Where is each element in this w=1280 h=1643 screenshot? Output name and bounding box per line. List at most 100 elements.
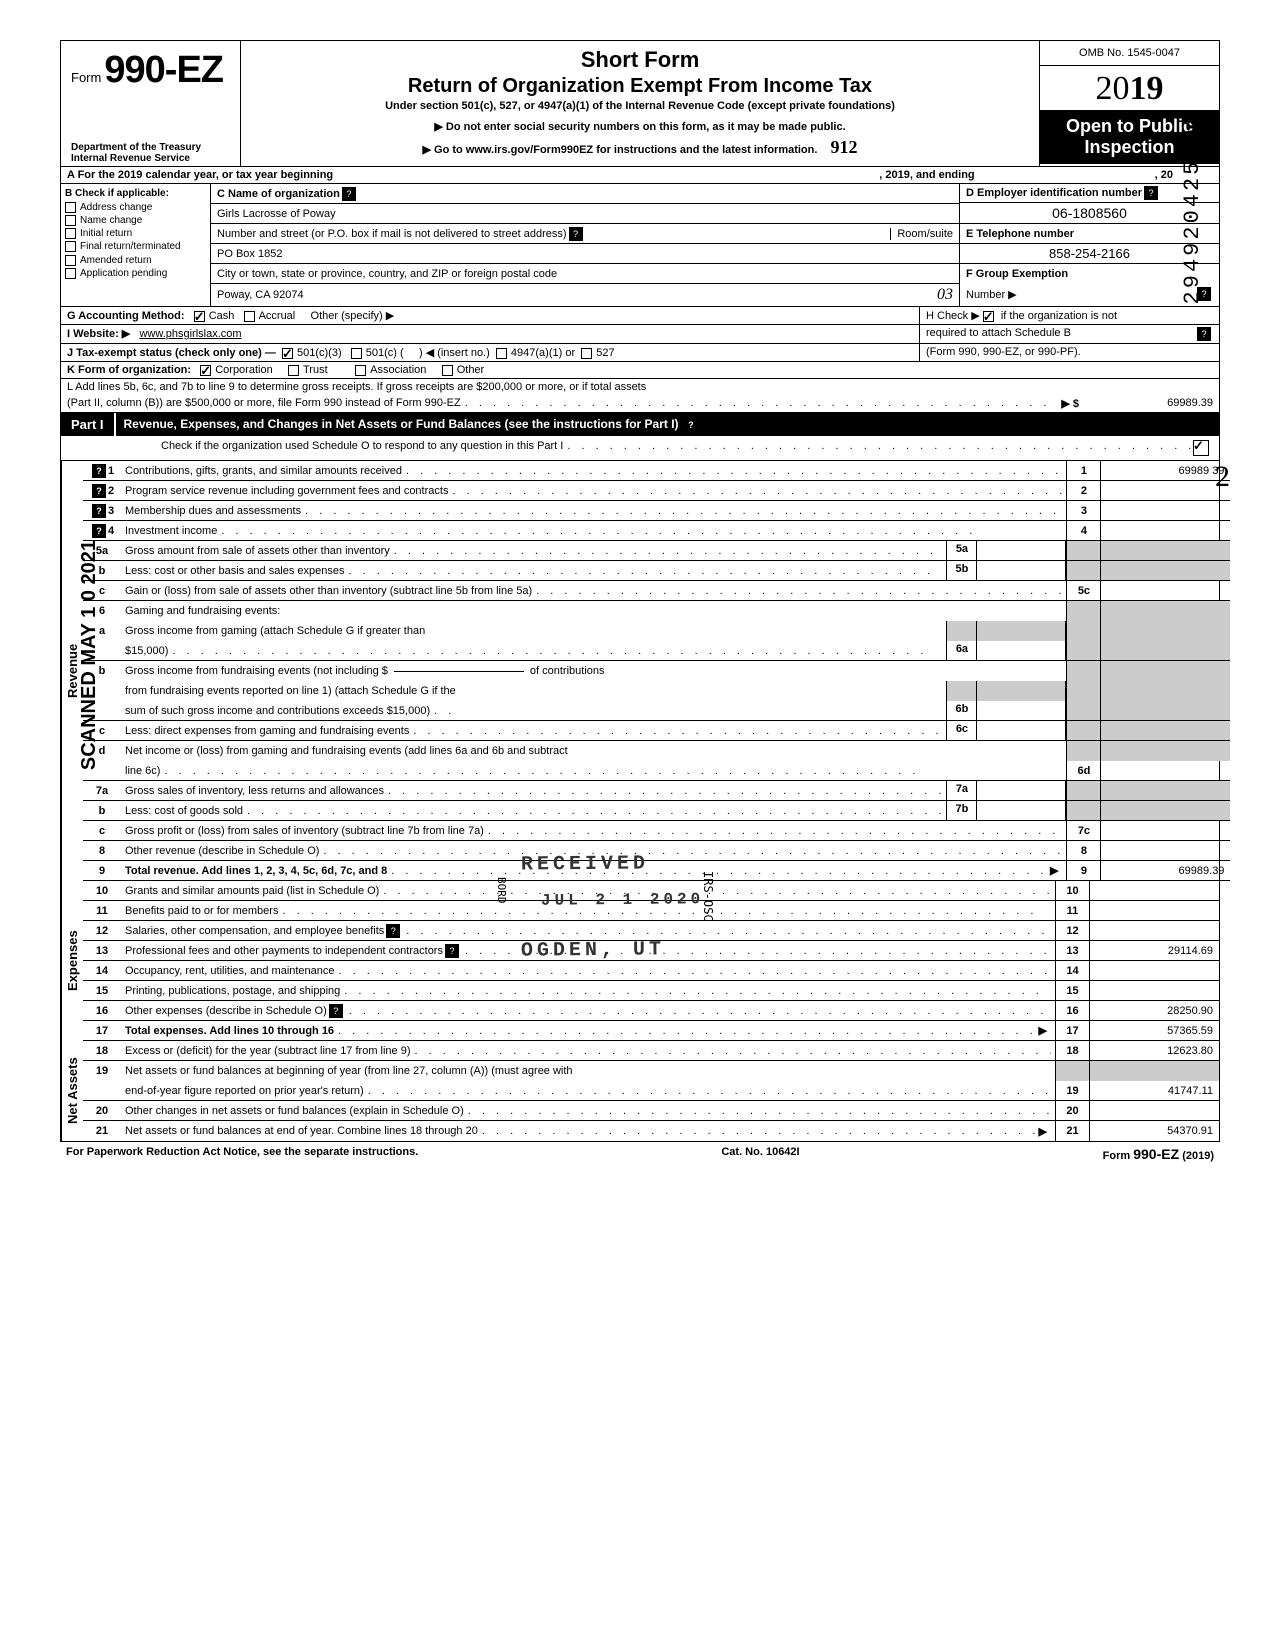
line-6d-desc1: Net income or (loss) from gaming and fun… <box>125 745 568 757</box>
help-icon[interactable]: ? <box>445 944 459 958</box>
irs-osc-stamp: IRS-OSC <box>701 871 715 922</box>
cb-527[interactable] <box>581 348 592 359</box>
line-5c-desc: Gain or (loss) from sale of assets other… <box>125 585 532 597</box>
help-icon[interactable]: ? <box>684 418 698 432</box>
k-trust: Trust <box>303 364 328 376</box>
line-16-desc: Other expenses (describe in Schedule O) <box>125 1005 327 1017</box>
help-icon[interactable]: ? <box>342 187 356 201</box>
cb-501c[interactable] <box>351 348 362 359</box>
handwritten-2: 2 <box>1215 460 1230 494</box>
expenses-side-label: Expenses <box>61 881 83 1041</box>
line-6b-sub: 6b <box>947 701 977 720</box>
row-l-2: (Part II, column (B)) are $500,000 or mo… <box>61 395 1219 413</box>
help-icon[interactable]: ? <box>1197 327 1211 341</box>
row-i: I Website: ▶ www.phsgirlslax.com require… <box>61 325 1219 344</box>
part-i-label: Part I <box>61 413 116 436</box>
line-6-desc: Gaming and fundraising events: <box>125 605 280 617</box>
line-7c-rno: 7c <box>1066 821 1100 840</box>
line-6a-sub: 6a <box>947 641 977 660</box>
line-3-amt <box>1100 501 1230 520</box>
j-501c: 501(c) ( <box>366 347 404 359</box>
form-prefix: Form <box>71 70 101 85</box>
cal-prefix: A For the 2019 calendar year, or tax yea… <box>67 169 333 181</box>
cb-accrual[interactable] <box>244 311 255 322</box>
h-line1: H Check ▶ <box>926 310 980 322</box>
line-12-desc: Salaries, other compensation, and employ… <box>125 925 384 937</box>
shaded <box>1066 561 1100 580</box>
cb-sched-o[interactable] <box>1193 440 1209 456</box>
help-icon[interactable]: ? <box>92 484 106 498</box>
sched-o-check-row: Check if the organization used Schedule … <box>61 436 1219 461</box>
line-17-desc: Total expenses. Add lines 10 through 16 <box>125 1025 334 1037</box>
cb-pending[interactable] <box>65 268 76 279</box>
help-icon[interactable]: ? <box>569 227 583 241</box>
cb-final[interactable] <box>65 241 76 252</box>
line-6d-desc2: line 6c) <box>125 765 160 777</box>
cb-other-org[interactable] <box>442 365 453 376</box>
line-4-no: 4 <box>108 525 114 537</box>
j-527: 527 <box>596 347 614 359</box>
line-8-rno: 8 <box>1066 841 1100 860</box>
k-assoc: Association <box>370 364 426 376</box>
cb-amended[interactable] <box>65 255 76 266</box>
cb-4947[interactable] <box>496 348 507 359</box>
l-line2: (Part II, column (B)) are $500,000 or mo… <box>67 397 461 410</box>
line-7a-no: 7a <box>83 781 121 800</box>
line-16-amt: 28250.90 <box>1089 1001 1219 1020</box>
line-19-desc2: end-of-year figure reported on prior yea… <box>125 1085 364 1097</box>
cb-address-change[interactable] <box>65 202 76 213</box>
addr-label: Number and street (or P.O. box if mail i… <box>217 228 567 240</box>
goto-text: ▶ Go to www.irs.gov/Form990EZ for instru… <box>423 144 818 156</box>
cb-corp[interactable] <box>200 365 211 376</box>
line-10-no: 10 <box>83 881 121 900</box>
k-label: K Form of organization: <box>67 364 191 376</box>
net-assets-section: Net Assets 18 Excess or (deficit) for th… <box>61 1041 1219 1141</box>
help-icon[interactable]: ? <box>329 1004 343 1018</box>
cb-initial[interactable] <box>65 228 76 239</box>
dept-treasury: Department of the Treasury <box>71 142 230 153</box>
line-18-rno: 18 <box>1055 1041 1089 1060</box>
net-assets-side-label: Net Assets <box>61 1041 83 1141</box>
k-other: Other <box>457 364 485 376</box>
line-6b-desc1b: of contributions <box>530 665 605 677</box>
line-1-no: 1 <box>108 465 114 477</box>
line-14-rno: 14 <box>1055 961 1089 980</box>
line-10-desc: Grants and similar amounts paid (list in… <box>125 885 379 897</box>
return-title: Return of Organization Exempt From Incom… <box>249 75 1031 98</box>
cb-trust[interactable] <box>288 365 299 376</box>
cb-cash[interactable] <box>194 311 205 322</box>
line-12-no: 12 <box>83 921 121 940</box>
bord-stamp: BORD <box>495 877 508 904</box>
line-19-no: 19 <box>83 1061 121 1081</box>
help-icon[interactable]: ? <box>1144 186 1158 200</box>
sched-o-text: Check if the organization used Schedule … <box>161 440 563 456</box>
help-icon[interactable]: ? <box>386 924 400 938</box>
help-icon[interactable]: ? <box>92 524 106 538</box>
line-18-amt: 12623.80 <box>1089 1041 1219 1060</box>
j-label: J Tax-exempt status (check only one) — <box>67 347 276 359</box>
line-15-amt <box>1089 981 1219 1000</box>
line-18-desc: Excess or (deficit) for the year (subtra… <box>125 1045 411 1057</box>
line-17-rno: 17 <box>1055 1021 1089 1040</box>
help-icon[interactable]: ? <box>92 504 106 518</box>
line-5a-sub: 5a <box>947 541 977 560</box>
handwritten-912: 912 <box>831 137 858 157</box>
line-20-no: 20 <box>83 1101 121 1120</box>
line-6b-desc1: Gross income from fundraising events (no… <box>125 665 388 677</box>
line-2-rno: 2 <box>1066 481 1100 500</box>
dots <box>563 440 1193 456</box>
row-g-h: G Accounting Method: Cash Accrual Other … <box>61 307 1219 325</box>
line-15-rno: 15 <box>1055 981 1089 1000</box>
line-4-amt <box>1100 521 1230 540</box>
line-1-desc: Contributions, gifts, grants, and simila… <box>125 465 402 477</box>
cb-501c3[interactable] <box>282 348 293 359</box>
help-icon[interactable]: ? <box>92 464 106 478</box>
cb-name-change[interactable] <box>65 215 76 226</box>
cb-assoc[interactable] <box>355 365 366 376</box>
line-19-amt: 41747.11 <box>1089 1081 1219 1100</box>
opt-address: Address change <box>80 202 152 213</box>
line-9-amt: 69989.39 <box>1100 861 1230 880</box>
part-i-title: Revenue, Expenses, and Changes in Net As… <box>124 417 679 431</box>
cb-schedule-b[interactable] <box>983 311 994 322</box>
f-label2: Number ▶ <box>966 288 1017 301</box>
